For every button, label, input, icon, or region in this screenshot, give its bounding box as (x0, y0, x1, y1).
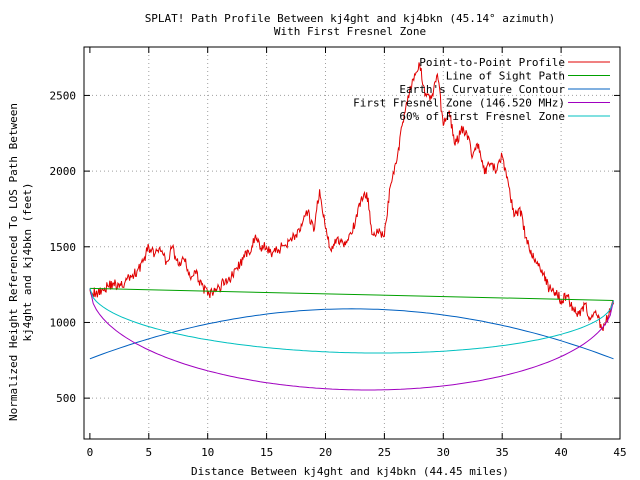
y-tick-label: 2500 (50, 89, 77, 102)
legend-label-point-to-point-profile: Point-to-Point Profile (419, 56, 565, 69)
x-tick-label: 35 (496, 446, 509, 459)
legend-label-line-of-sight-path: Line of Sight Path (446, 70, 565, 83)
x-axis-label: Distance Between kj4ght and kj4bkn (44.4… (191, 465, 509, 478)
x-tick-label: 10 (201, 446, 214, 459)
x-tick-label: 30 (437, 446, 450, 459)
x-tick-label: 0 (87, 446, 94, 459)
grid-lines (84, 47, 620, 439)
y-tick-label: 2000 (50, 165, 77, 178)
series-line-60-of-first-fresnel-zone (89, 288, 614, 354)
series-line-point-to-point-profile (89, 62, 614, 332)
x-tick-label: 15 (260, 446, 273, 459)
plot-frame (83, 46, 621, 440)
legend-label-60-of-first-fresnel-zone: 60% of First Fresnel Zone (399, 110, 565, 123)
y-tick-label: 1500 (50, 241, 77, 254)
y-tick-label: 1000 (50, 316, 77, 329)
chart-title: SPLAT! Path Profile Between kj4ght and k… (145, 12, 556, 25)
axis-ticks: 0 5 10 15 20 25 30 35 40 45 500 1000 1500 2000 2500 (50, 47, 627, 459)
x-tick-label: 45 (613, 446, 626, 459)
y-axis-label-line2: kj4ght and kj4bkn (feet) (21, 183, 34, 342)
legend-label-earth-s-curvature-contour: Earth's Curvature Contour (399, 83, 565, 96)
series-line-earth-s-curvature-contour (89, 308, 614, 360)
x-tick-label: 5 (145, 446, 152, 459)
x-tick-label: 40 (554, 446, 567, 459)
series-line-line-of-sight-path (89, 287, 614, 301)
legend-label-first-fresnel-zone-146-520-mhz: First Fresnel Zone (146.520 MHz) (353, 97, 565, 110)
y-axis-label-line1: Normalized Height Referenced To LOS Path… (7, 103, 20, 421)
chart-subtitle: With First Fresnel Zone (274, 25, 426, 38)
x-tick-label: 25 (378, 446, 391, 459)
y-tick-label: 500 (56, 392, 76, 405)
series-layer (89, 62, 614, 391)
x-tick-label: 20 (319, 446, 332, 459)
series-line-first-fresnel-zone-146-520-mhz (89, 288, 614, 391)
